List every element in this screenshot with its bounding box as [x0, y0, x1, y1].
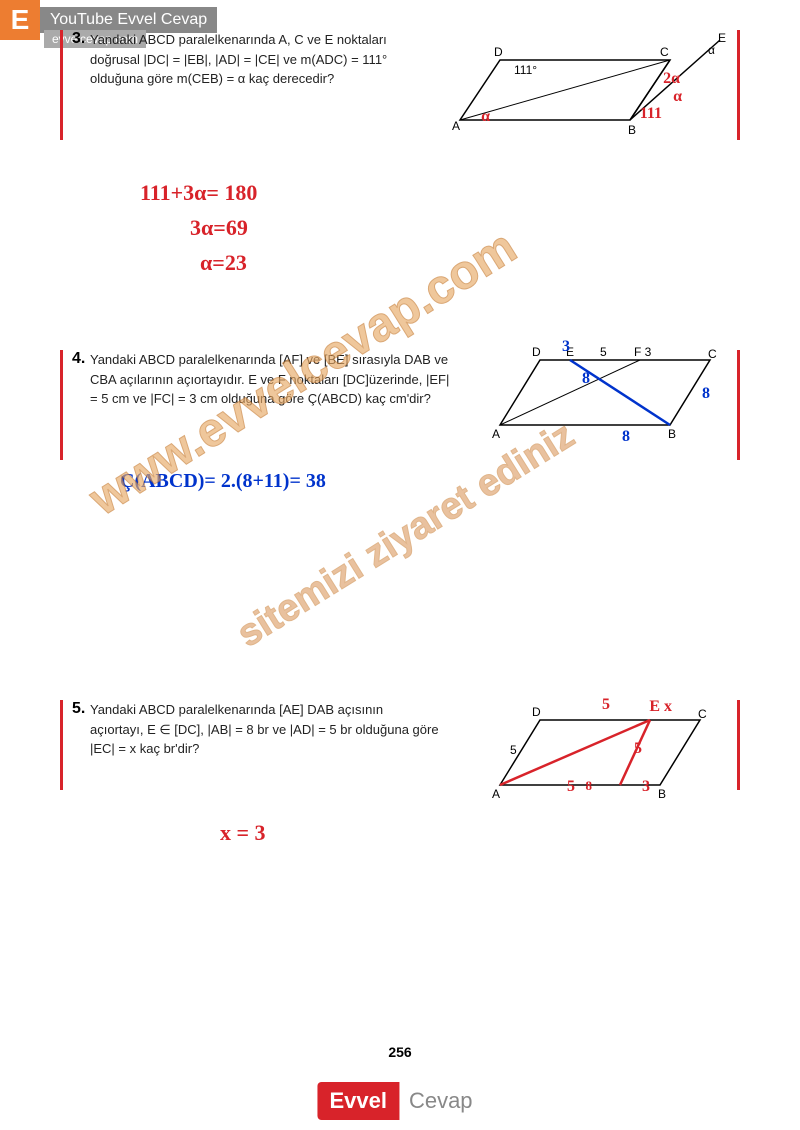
divider	[737, 350, 740, 460]
problem-4: 4. Yandaki ABCD paralelkenarında [AF] ve…	[60, 350, 740, 460]
divider	[737, 700, 740, 790]
annotation: α	[481, 108, 490, 126]
svg-text:C: C	[698, 707, 707, 721]
svg-text:B: B	[628, 123, 636, 137]
svg-text:A: A	[452, 119, 460, 133]
svg-text:E: E	[718, 31, 726, 45]
svg-text:A: A	[492, 427, 500, 440]
svg-text:F 3: F 3	[634, 345, 652, 359]
svg-text:5: 5	[510, 743, 517, 757]
svg-text:α: α	[708, 43, 715, 57]
footer-logo: Evvel Cevap	[317, 1082, 482, 1120]
annotation: E x	[649, 698, 672, 716]
svg-text:C: C	[660, 45, 669, 59]
problem-5: 5. Yandaki ABCD paralelkenarında [AE] DA…	[60, 700, 740, 790]
handwriting: 3α=69	[190, 215, 248, 241]
svg-text:D: D	[532, 345, 541, 359]
divider	[60, 700, 63, 790]
footer-cevap: Cevap	[399, 1082, 483, 1120]
annotation: 5	[602, 696, 610, 714]
handwriting: 111+3α= 180	[140, 180, 257, 206]
page-content: 3. Yandaki ABCD paralelkenarında A, C ve…	[60, 30, 740, 460]
svg-text:B: B	[668, 427, 676, 440]
svg-text:5: 5	[600, 345, 607, 359]
svg-text:D: D	[494, 45, 503, 59]
problem-number: 4.	[72, 350, 85, 368]
annotation: 3	[562, 338, 570, 356]
problem-text: Yandaki ABCD paralelkenarında [AF] ve [B…	[60, 350, 460, 409]
annotation: α	[673, 88, 682, 106]
handwriting: Ç(ABCD)= 2.(8+11)= 38	[120, 470, 326, 493]
problem-text: Yandaki ABCD paralelkenarında [AE] DAB a…	[60, 700, 440, 759]
divider	[60, 350, 63, 460]
annotation: 2α	[663, 70, 680, 88]
problem-number: 5.	[72, 700, 85, 718]
divider	[737, 30, 740, 140]
svg-text:C: C	[708, 347, 717, 361]
problem-text: Yandaki ABCD paralelkenarında A, C ve E …	[60, 30, 400, 89]
svg-text:A: A	[492, 787, 500, 800]
handwriting: x = 3	[220, 820, 266, 846]
diagram-4: A B D C E 5 F 3	[480, 340, 730, 440]
svg-text:B: B	[658, 787, 666, 800]
divider	[60, 30, 63, 140]
footer-evvel: Evvel	[317, 1082, 399, 1120]
page-number: 256	[388, 1044, 411, 1060]
annotation: 8	[586, 778, 593, 794]
annotation: 8	[582, 370, 590, 388]
annotation: 5	[634, 740, 642, 758]
diagram-5: A B D C 5	[480, 700, 730, 800]
annotation: 5	[567, 778, 575, 796]
svg-text:111°: 111°	[514, 63, 537, 77]
problem-3: 3. Yandaki ABCD paralelkenarında A, C ve…	[60, 30, 740, 140]
handwriting: α=23	[200, 250, 247, 276]
annotation: 3	[642, 778, 650, 796]
diagram-3: A B D C E 111° α	[430, 30, 730, 140]
annotation: 8	[702, 385, 710, 403]
annotation: 8	[622, 428, 630, 446]
problem-number: 3.	[72, 30, 85, 48]
logo-e-icon: E	[0, 0, 40, 40]
annotation: 111	[640, 105, 662, 123]
svg-text:D: D	[532, 705, 541, 719]
